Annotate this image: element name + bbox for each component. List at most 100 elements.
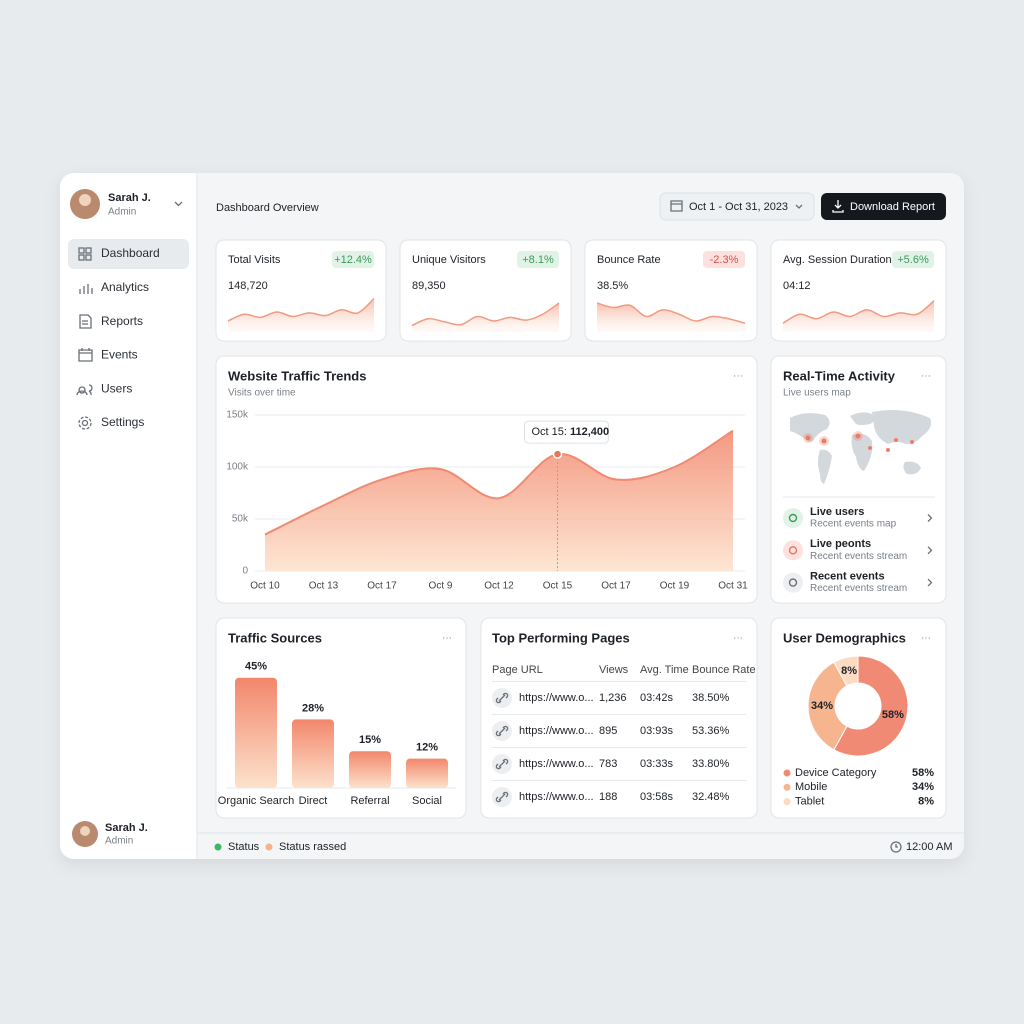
nav-active-bg	[68, 239, 189, 269]
download-button[interactable]: Download Report	[821, 193, 946, 220]
activity-subtitle: Recent events stream	[810, 583, 907, 594]
activity-title: Recent events	[810, 571, 885, 583]
activity-icon	[783, 572, 803, 593]
nav-item[interactable]: Settings	[101, 415, 144, 429]
kpi-badge	[892, 251, 934, 268]
clock-hand	[895, 844, 898, 848]
x-tick-label: Oct 13	[309, 581, 339, 592]
cell: 188	[599, 791, 617, 803]
kpi-card: Total Visits +12.4% 148,720	[215, 239, 387, 342]
date-range: Oct 1 - Oct 31, 2023	[689, 201, 788, 213]
cell: 53.36%	[692, 725, 730, 737]
donut-slice	[833, 655, 909, 757]
nav-item[interactable]: Events	[101, 348, 138, 362]
cell[interactable]: https://www.o...	[519, 758, 594, 770]
more-button[interactable]: ···	[442, 633, 452, 644]
column-header: Avg. Time	[640, 664, 689, 676]
tooltip-label: Oct 15:	[532, 426, 567, 438]
cell: 03:42s	[640, 692, 674, 704]
bar-label: 12%	[416, 742, 438, 754]
more-button[interactable]: ···	[921, 371, 931, 382]
bar-label: 28%	[302, 702, 324, 714]
nav-item[interactable]: Analytics	[101, 280, 149, 294]
date-picker[interactable]: Oct 1 - Oct 31, 2023	[659, 192, 815, 221]
x-tick-label: Referral	[350, 795, 389, 807]
x-tick-label: Direct	[299, 795, 328, 807]
x-tick-label: Oct 15	[543, 581, 573, 592]
sparkline-area	[412, 303, 559, 332]
activity-title: Live peonts	[810, 538, 871, 550]
x-tick-label: Oct 10	[250, 581, 280, 592]
chevron	[795, 204, 803, 209]
cell: 38.50%	[692, 692, 730, 704]
area-line	[264, 429, 734, 536]
status-item: Status rassed	[279, 841, 346, 853]
clock-icon	[890, 841, 902, 853]
card-title: Real-Time Activity	[783, 368, 896, 383]
sparkline-area	[783, 300, 934, 332]
more-button[interactable]: ···	[921, 633, 931, 644]
column-header: Page URL	[492, 664, 543, 676]
y-tick-label: 50k	[232, 514, 249, 525]
bar-label: 15%	[359, 734, 381, 746]
y-tick-label: 100k	[226, 462, 249, 473]
status-time: 12:00 AM	[906, 841, 952, 853]
kpi-change: +12.4%	[334, 254, 372, 266]
nav-item[interactable]: Dashboard	[101, 246, 160, 260]
sparkline-area	[597, 303, 745, 332]
kpi-badge	[517, 251, 559, 268]
kpi-change: +5.6%	[897, 254, 929, 266]
cell[interactable]: https://www.o...	[519, 725, 594, 737]
hover-point	[552, 449, 563, 459]
sparkline	[596, 302, 746, 324]
activity-icon	[783, 540, 803, 561]
more-button[interactable]: ···	[733, 371, 743, 382]
cell: 33.80%	[692, 758, 730, 770]
more-button[interactable]: ···	[733, 633, 743, 644]
sparkline	[782, 300, 935, 324]
slice-label: 58%	[882, 709, 904, 721]
footer-user[interactable]: Sarah J. Admin	[72, 821, 148, 847]
column-header: Views	[599, 664, 629, 676]
cell[interactable]: https://www.o...	[519, 791, 594, 803]
bar	[292, 719, 334, 788]
nav-item[interactable]: Reports	[101, 314, 143, 328]
legend-label: Device Category	[795, 767, 877, 779]
legend-value: 8%	[918, 796, 934, 808]
user-role: Admin	[108, 207, 136, 218]
x-tick-label: Oct 31	[718, 581, 748, 592]
chevron	[927, 578, 933, 587]
tooltip: Oct 15: 112,400	[532, 426, 610, 438]
x-tick-label: Oct 17	[601, 581, 631, 592]
activity-subtitle: Recent events stream	[810, 551, 907, 562]
cell: 03:93s	[640, 725, 674, 737]
world-map	[790, 410, 931, 484]
kpi-change: -2.3%	[710, 254, 739, 266]
kpi-value: 38.5%	[597, 280, 628, 292]
status-dot	[214, 843, 222, 851]
cell[interactable]: https://www.o...	[519, 692, 594, 704]
x-tick-label: Social	[412, 795, 442, 807]
cell: 03:58s	[640, 791, 674, 803]
card-title: Website Traffic Trends	[228, 368, 366, 383]
nav-icons	[76, 247, 93, 430]
nav-item[interactable]: Users	[101, 381, 132, 395]
activity-subtitle: Recent events map	[810, 519, 897, 530]
bar	[349, 751, 391, 788]
avatar-face	[80, 826, 90, 836]
kpi-label: Unique Visitors	[412, 254, 486, 266]
user-profile[interactable]: Sarah J. Admin	[70, 189, 183, 219]
card-subtitle: Visits over time	[228, 388, 296, 399]
x-tick-label: Oct 19	[660, 581, 690, 592]
cell: 895	[599, 725, 617, 737]
sparkline	[411, 302, 560, 327]
user-role: Admin	[105, 836, 133, 847]
legend-value: 58%	[912, 767, 934, 779]
x-tick-label: Oct 12	[484, 581, 514, 592]
kpi-badge	[703, 251, 745, 268]
button-label: Download Report	[850, 201, 935, 213]
